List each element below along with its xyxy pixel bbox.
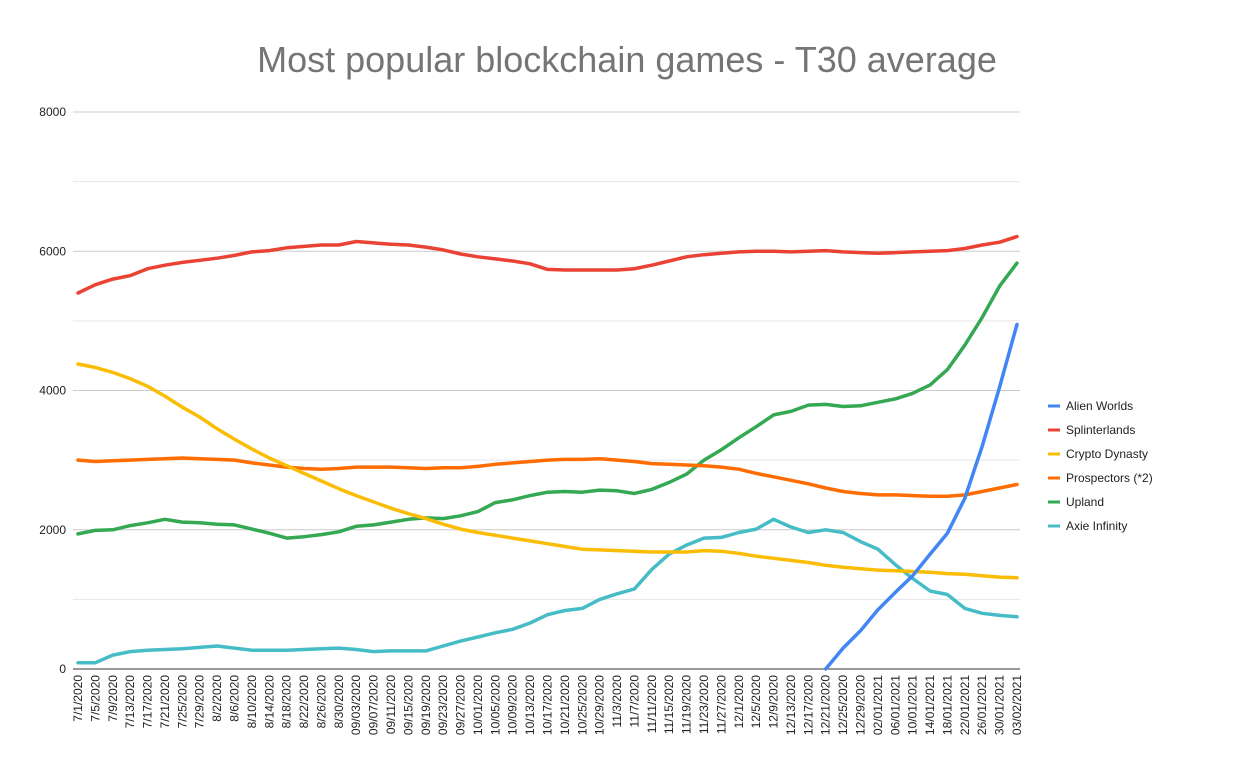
x-tick-label: 12/13/2020 — [784, 675, 798, 735]
x-tick-label: 12/1/2020 — [732, 675, 746, 729]
series-line-upland — [76, 261, 1019, 540]
y-tick-label: 8000 — [39, 105, 66, 119]
y-tick-label: 2000 — [39, 523, 66, 537]
legend-item: Upland — [1048, 495, 1104, 509]
series-line-crypto-dynasty — [76, 362, 1019, 580]
x-tick-label: 11/15/2020 — [662, 675, 676, 734]
series-line-splinterlands — [76, 234, 1019, 295]
x-tick-label: 03/02/2021 — [1010, 675, 1024, 735]
chart-title: Most popular blockchain games - T30 aver… — [257, 39, 997, 80]
x-tick-label: 8/30/2020 — [332, 675, 346, 729]
legend-item: Crypto Dynasty — [1048, 447, 1148, 461]
x-tick-label: 11/3/2020 — [610, 675, 624, 728]
legend-label: Alien Worlds — [1066, 399, 1133, 413]
legend-item: Prospectors (*2) — [1048, 471, 1153, 485]
legend-label: Prospectors (*2) — [1066, 471, 1153, 485]
x-tick-label: 12/21/2020 — [819, 675, 833, 735]
y-tick-label: 0 — [59, 662, 66, 676]
x-tick-label: 7/17/2020 — [141, 675, 155, 729]
legend-label: Axie Infinity — [1066, 519, 1127, 533]
x-tick-label: 22/01/2021 — [958, 675, 972, 735]
x-tick-label: 7/13/2020 — [123, 675, 137, 729]
y-axis: 0 2000 4000 6000 8000 — [39, 105, 66, 676]
x-tick-label: 8/2/2020 — [210, 675, 224, 722]
x-tick-label: 18/01/2021 — [940, 675, 954, 735]
x-tick-label: 10/29/2020 — [593, 675, 607, 735]
legend-item: Splinterlands — [1048, 423, 1135, 437]
x-tick-label: 09/15/2020 — [401, 675, 415, 735]
legend-label: Splinterlands — [1066, 423, 1135, 437]
x-tick-label: 11/11/2020 — [645, 675, 659, 734]
x-tick-label: 12/5/2020 — [749, 675, 763, 729]
legend-label: Upland — [1066, 495, 1104, 509]
x-tick-label: 10/21/2020 — [558, 675, 572, 735]
series-line-axie-infinity — [76, 517, 1019, 665]
x-tick-label: 02/01/2021 — [871, 675, 885, 735]
x-tick-label: 11/7/2020 — [627, 675, 641, 728]
x-tick-label: 09/19/2020 — [419, 675, 433, 735]
x-tick-label: 8/6/2020 — [228, 675, 242, 722]
x-tick-label: 26/01/2021 — [975, 675, 989, 735]
x-tick-label: 7/9/2020 — [106, 675, 120, 722]
y-tick-label: 4000 — [39, 384, 66, 398]
legend-item: Axie Infinity — [1048, 519, 1127, 533]
x-tick-label: 8/26/2020 — [314, 675, 328, 729]
x-tick-label: 11/27/2020 — [714, 675, 728, 734]
x-tick-label: 30/01/2021 — [993, 675, 1007, 735]
x-tick-label: 10/05/2020 — [488, 675, 502, 735]
x-tick-label: 09/11/2020 — [384, 675, 398, 734]
x-tick-label: 8/22/2020 — [297, 675, 311, 729]
x-tick-label: 10/25/2020 — [575, 675, 589, 735]
x-tick-label: 10/13/2020 — [523, 675, 537, 735]
x-tick-label: 12/29/2020 — [854, 675, 868, 735]
x-tick-label: 7/29/2020 — [193, 675, 207, 729]
legend: Alien Worlds Splinterlands Crypto Dynasty P… — [1048, 399, 1153, 533]
x-tick-label: 09/27/2020 — [454, 675, 468, 735]
x-tick-label: 11/23/2020 — [697, 675, 711, 734]
x-tick-label: 7/1/2020 — [71, 675, 85, 722]
x-tick-label: 7/25/2020 — [175, 675, 189, 729]
x-tick-label: 7/5/2020 — [88, 675, 102, 722]
x-tick-label: 14/01/2021 — [923, 675, 937, 735]
legend-item: Alien Worlds — [1048, 399, 1133, 413]
series-lines — [76, 234, 1019, 671]
series-line-prospectors-2 — [76, 456, 1019, 499]
x-tick-label: 10/17/2020 — [541, 675, 555, 735]
x-axis: 7/1/2020 7/5/2020 7/9/2020 7/13/2020 7/17/20… — [71, 675, 1024, 735]
x-tick-label: 12/17/2020 — [801, 675, 815, 735]
legend-label: Crypto Dynasty — [1066, 447, 1148, 461]
x-tick-label: 09/07/2020 — [367, 675, 381, 735]
x-tick-label: 12/9/2020 — [767, 675, 781, 729]
x-tick-label: 8/14/2020 — [262, 675, 276, 729]
series-line-alien-worlds — [823, 322, 1019, 671]
x-tick-label: 06/01/2021 — [888, 675, 902, 735]
x-tick-label: 7/21/2020 — [158, 675, 172, 729]
x-tick-label: 12/25/2020 — [836, 675, 850, 735]
x-tick-label: 10/01/2020 — [471, 675, 485, 735]
x-tick-label: 09/23/2020 — [436, 675, 450, 735]
gridlines — [73, 111, 1020, 670]
x-tick-label: 8/18/2020 — [280, 675, 294, 729]
x-tick-label: 10/01/2021 — [906, 675, 920, 735]
x-tick-label: 10/09/2020 — [506, 675, 520, 735]
x-tick-label: 8/10/2020 — [245, 675, 259, 729]
x-tick-label: 11/19/2020 — [680, 675, 694, 734]
y-tick-label: 6000 — [39, 244, 66, 258]
x-tick-label: 09/03/2020 — [349, 675, 363, 735]
